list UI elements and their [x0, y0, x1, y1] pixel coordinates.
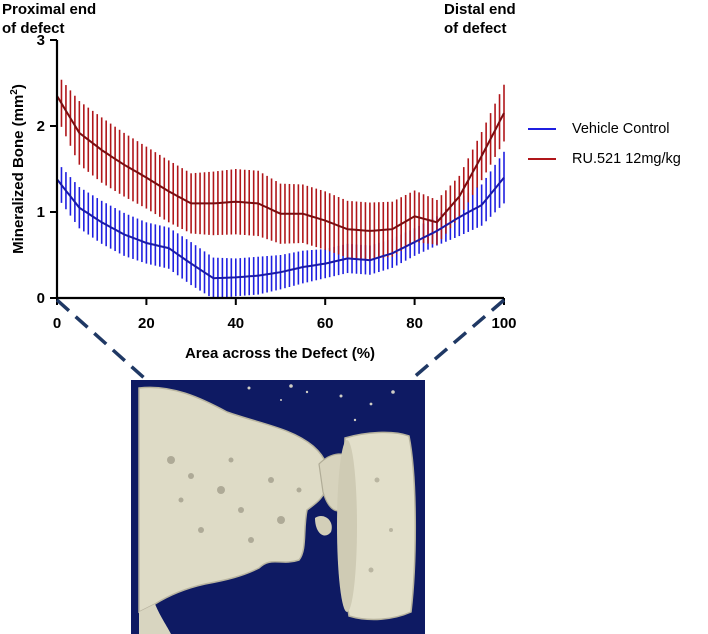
- x-tick-label: 80: [406, 315, 423, 332]
- series-line-ru521: [56, 95, 505, 232]
- x-tick-label: 40: [227, 315, 244, 332]
- microct-scan-image: [131, 380, 425, 634]
- legend-swatch-ru521: [528, 158, 556, 160]
- legend-label-ru521: RU.521 12mg/kg: [572, 151, 681, 167]
- axes: [55, 40, 504, 300]
- legend-item-vehicle: Vehicle Control: [528, 118, 681, 140]
- error-bars-layer: [56, 74, 505, 298]
- ticks-layer: 0 20 40 60 80 100 0 1 2 3: [37, 32, 517, 332]
- y-tick-label: 3: [37, 32, 45, 49]
- legend: Vehicle Control RU.521 12mg/kg: [528, 118, 681, 178]
- bone-rendering: [131, 380, 425, 634]
- x-tick-label: 60: [317, 315, 334, 332]
- series-line-vehicle: [56, 176, 505, 280]
- x-tick-label: 100: [491, 315, 516, 332]
- distal-annotation: Distal end of defect: [444, 0, 516, 38]
- y-tick-label: 2: [37, 118, 45, 135]
- x-tick-label: 20: [138, 315, 155, 332]
- x-axis-label: Area across the Defect (%): [185, 345, 375, 362]
- legend-label-vehicle: Vehicle Control: [572, 121, 670, 137]
- distal-annotation-line1: Distal end: [444, 1, 516, 18]
- series-lines-layer: [56, 95, 505, 280]
- y-tick-label: 1: [37, 204, 45, 221]
- x-tick-label: 0: [53, 315, 61, 332]
- legend-swatch-vehicle: [528, 128, 556, 130]
- y-tick-label: 0: [37, 290, 45, 307]
- legend-item-ru521: RU.521 12mg/kg: [528, 148, 681, 170]
- distal-annotation-line2: of defect: [444, 20, 507, 37]
- proximal-annotation-line2: of defect: [2, 20, 65, 37]
- y-axis-label: Mineralized Bone (mm2): [9, 84, 27, 254]
- proximal-annotation-line1: Proximal end: [2, 1, 97, 18]
- proximal-annotation: Proximal end of defect: [2, 0, 96, 38]
